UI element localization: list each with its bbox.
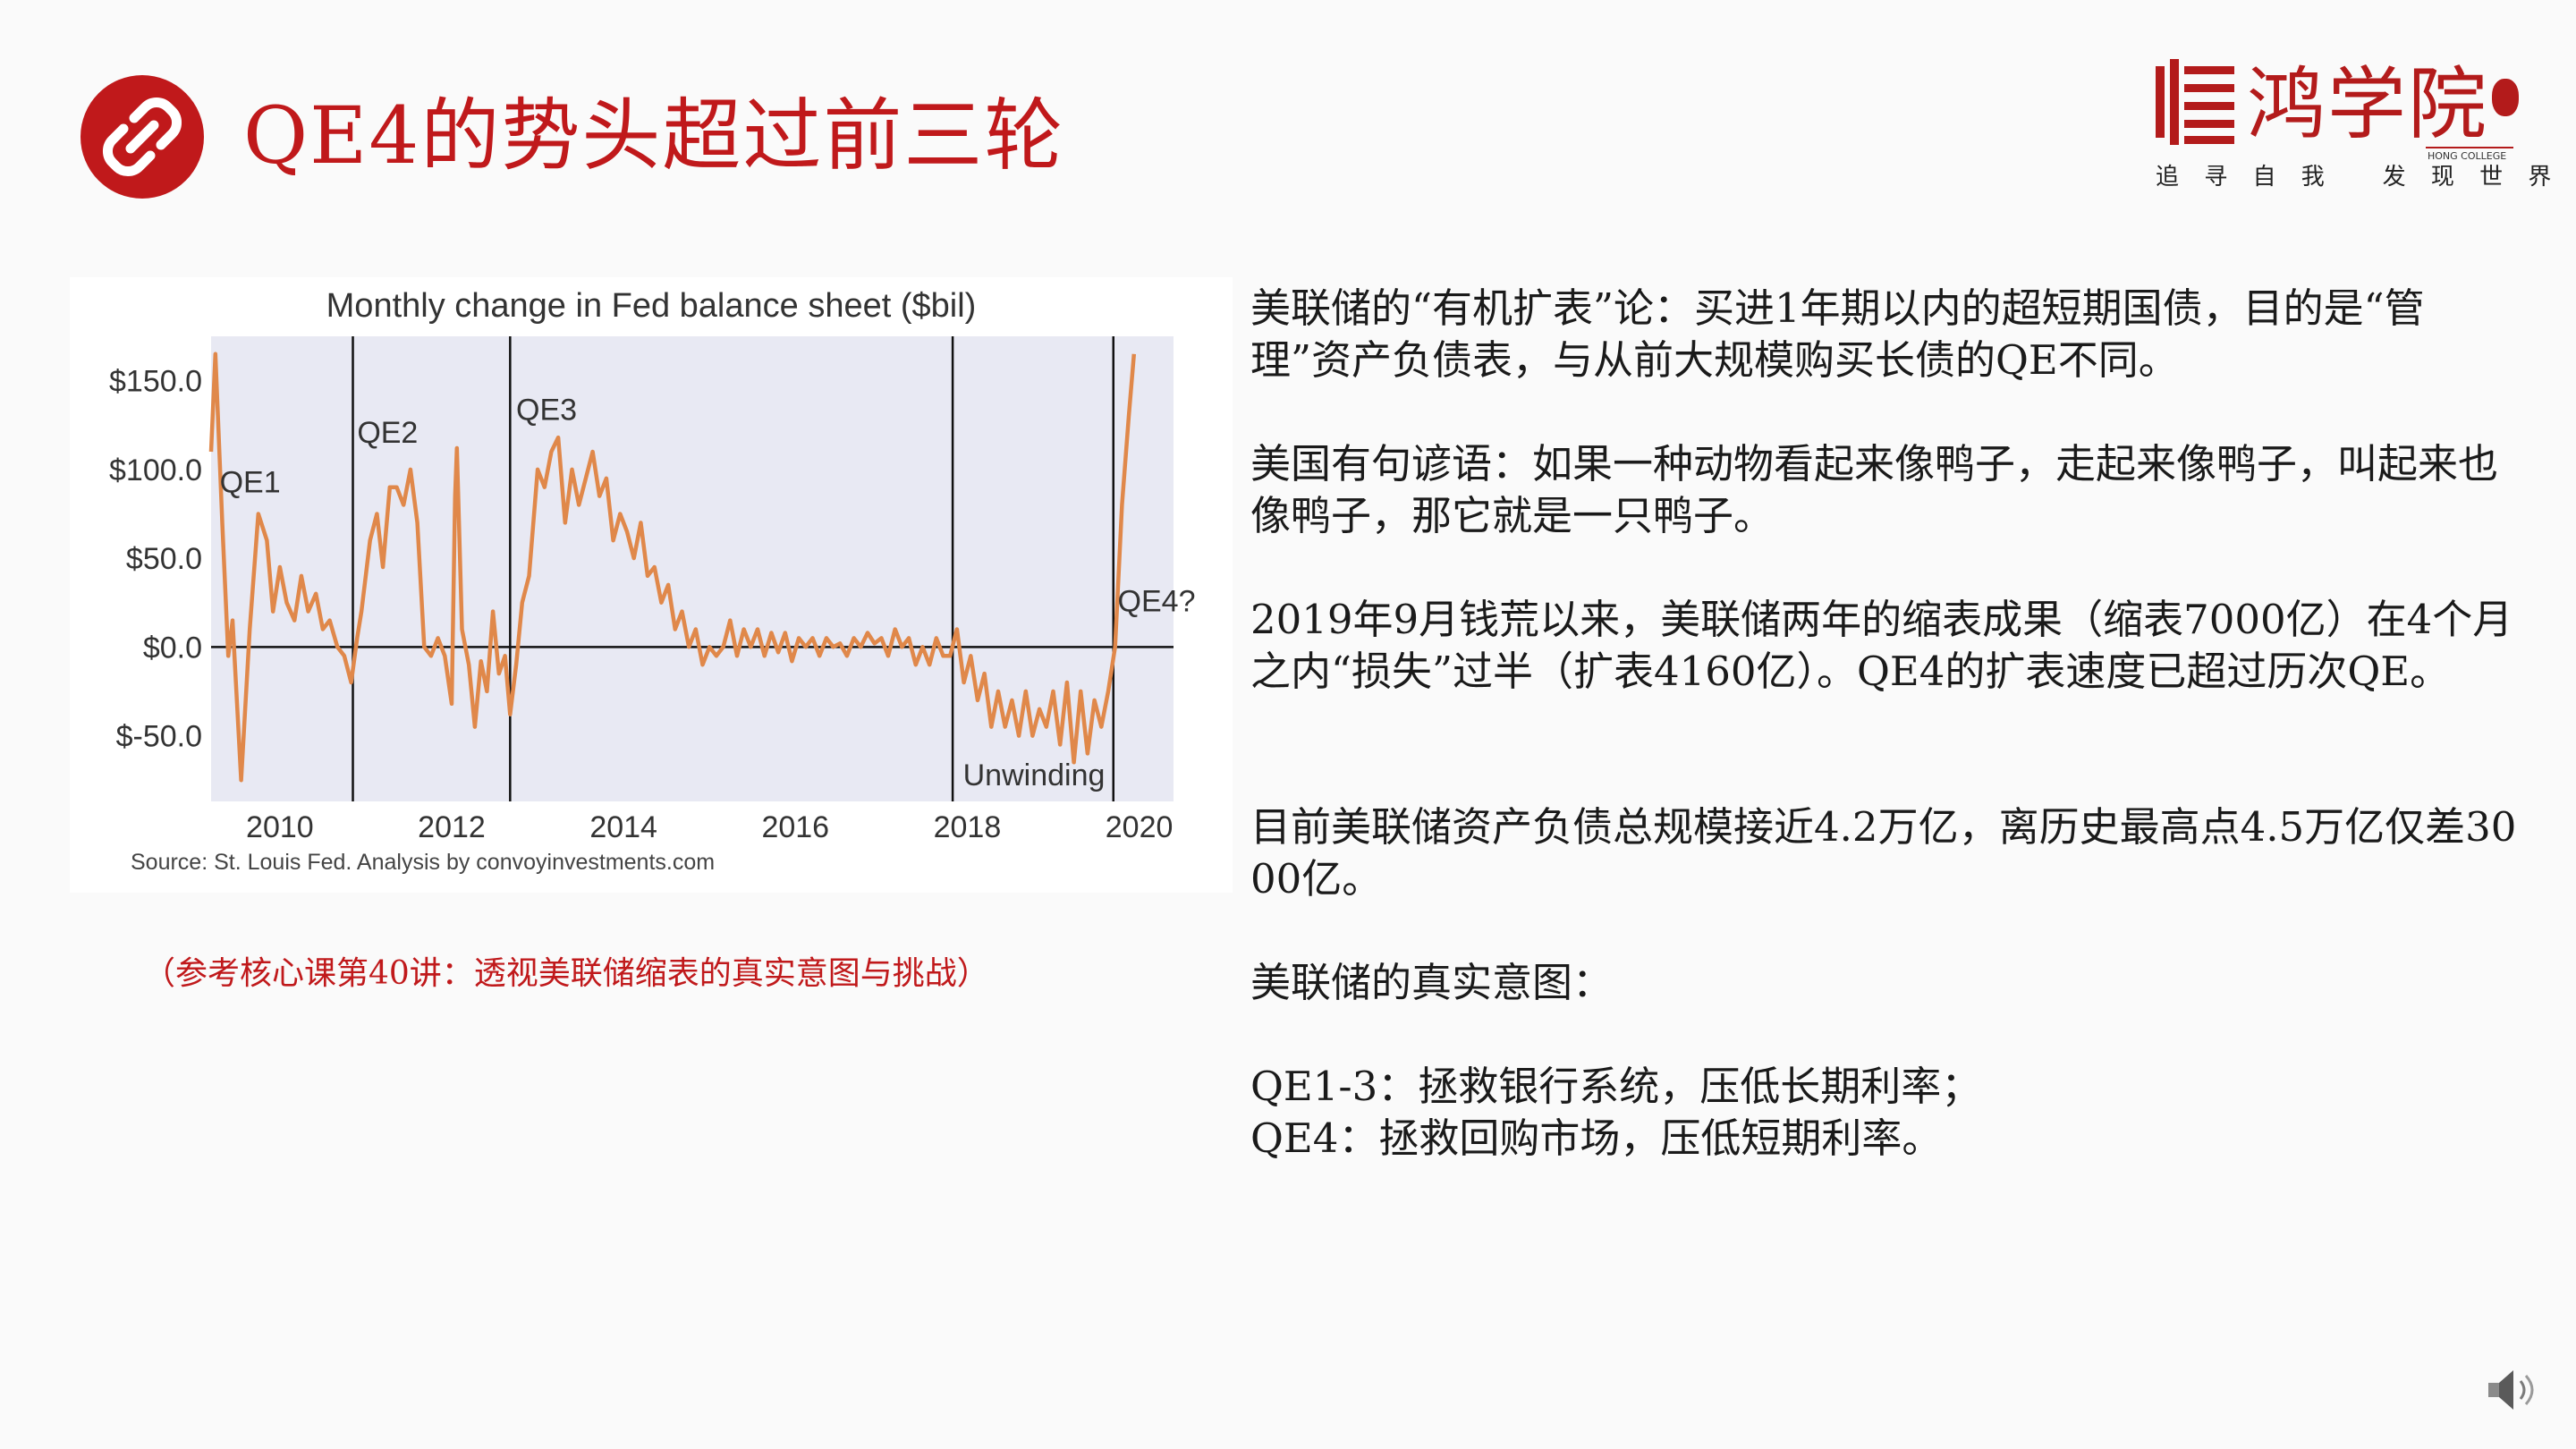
x-tick-label: 2012 [418,810,486,844]
paragraph-balance-size: 目前美联储资产负债总规模接近4.2万亿，离历史最高点4.5万亿仅差3000亿。 [1250,803,2517,902]
annotation-qe1: QE1 [220,466,281,500]
chart-title: Monthly change in Fed balance sheet ($bi… [326,287,977,325]
x-tick-label: 2014 [589,810,657,844]
y-tick-label: $50.0 [126,542,202,576]
paragraph-duck-proverb: 美国有句谚语：如果一种动物看起来像鸭子，走起来像鸭子，叫起来也像鸭子，那它就是一… [1250,440,2499,539]
y-tick-label: $150.0 [109,365,202,399]
brand-name: 鸿学院 [2247,58,2489,150]
x-tick-label: 2018 [934,810,1002,844]
fed-balance-chart: Monthly change in Fed balance sheet ($bi… [70,277,1233,893]
x-tick-label: 2020 [1106,810,1174,844]
brand-english-name: HONG COLLEGE [2428,150,2507,162]
annotation-unwinding: Unwinding [963,758,1106,792]
x-tick-label: 2010 [246,810,314,844]
brand-divider [2426,147,2513,148]
annotation-qe4: QE4? [1118,585,1196,619]
plot-area [211,336,1174,801]
body-text: 美联储的“有机扩表”论：买进1年期以内的超短期国债，目的是“管理”资产负债表，与… [1250,283,2521,1216]
paragraph-qe4-intent: QE4：拯救回购市场，压低短期利率。 [1250,1114,1943,1162]
y-tick-label: $-50.0 [116,720,202,754]
paragraph-qe1-3-intent: QE1-3：拯救银行系统，压低长期利率； [1250,1063,1982,1110]
annotation-qe2: QE2 [357,416,418,450]
reference-caption: （参考核心课第40讲：透视美联储缩表的真实意图与挑战） [143,955,989,992]
link-icon [80,75,204,199]
brand-logo: 鸿学院 HONG COLLEGE 追 寻 自 我 发 现 世 界 [2147,54,2551,206]
brand-seal [2492,79,2519,116]
paragraph-true-intent-heading: 美联储的真实意图： [1250,959,1614,1006]
series-line-monthly-change [208,352,1137,783]
speaker-icon[interactable] [2485,1363,2547,1417]
y-tick-label: $0.0 [143,631,202,665]
y-tick-label: $100.0 [109,453,202,487]
brand-tagline: 追 寻 自 我 发 现 世 界 [2156,164,2561,191]
x-tick-label: 2016 [761,810,829,844]
paragraph-organic-expansion: 美联储的“有机扩表”论：买进1年期以内的超短期国债，目的是“管理”资产负债表，与… [1250,284,2425,384]
annotation-qe3: QE3 [516,393,577,427]
page-title: QE4的势头超过前三轮 [243,89,1065,182]
brand-logo-mark [2156,59,2234,145]
paragraph-qe4-speed: 2019年9月钱荒以来，美联储两年的缩表成果（缩表7000亿）在4个月之内“损失… [1250,596,2513,695]
chart-svg: Monthly change in Fed balance sheet ($bi… [109,287,1196,875]
chart-source: Source: St. Louis Fed. Analysis by convo… [131,850,715,875]
